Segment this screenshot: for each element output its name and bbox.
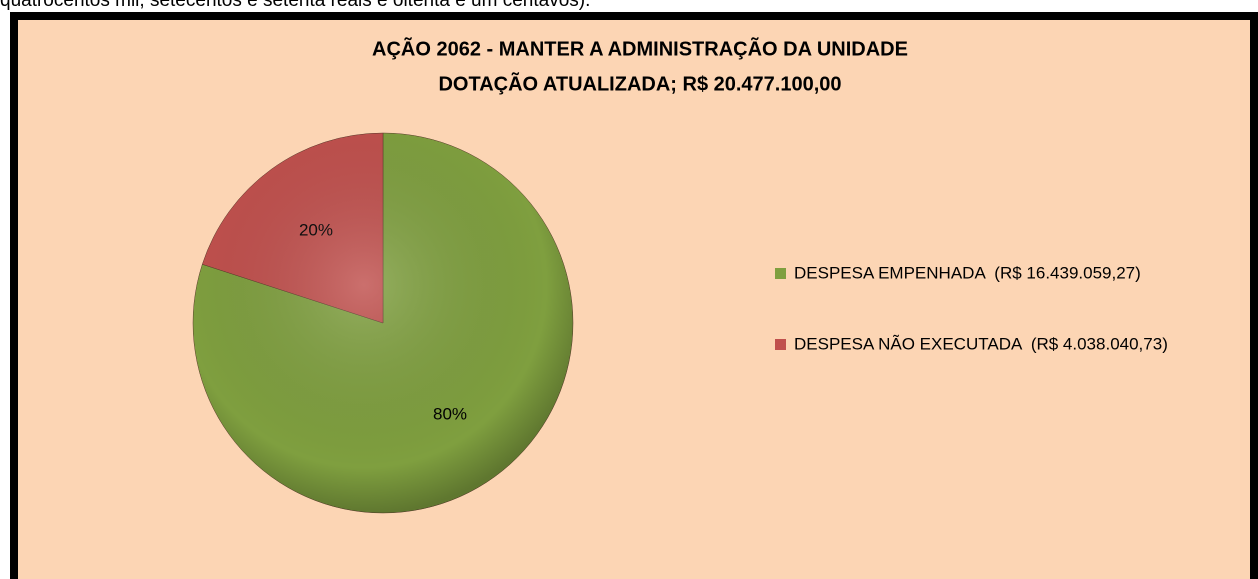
- data-label: 80%: [433, 405, 467, 424]
- chart-title: AÇÃO 2062 - MANTER A ADMINISTRAÇÃO DA UN…: [372, 37, 908, 60]
- legend-label: DESPESA NÃO EXECUTADA (R$ 4.038.040,73): [794, 334, 1168, 353]
- legend-swatch: [775, 268, 786, 279]
- legend-label: DESPESA EMPENHADA (R$ 16.439.059,27): [794, 263, 1141, 282]
- legend-swatch: [775, 339, 786, 350]
- document-text: quatrocentos mil, setecentos e setenta r…: [0, 0, 590, 11]
- chart-subtitle: DOTAÇÃO ATUALIZADA; R$ 20.477.100,00: [438, 72, 841, 95]
- data-label: 20%: [299, 220, 333, 239]
